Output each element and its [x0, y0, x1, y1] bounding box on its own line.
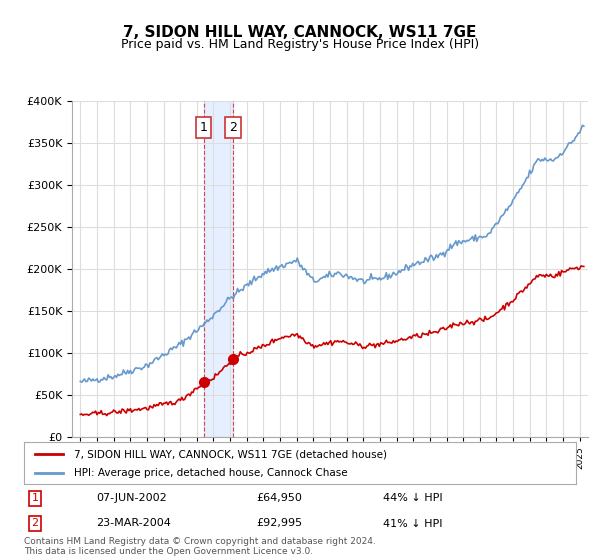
Text: £64,950: £64,950: [256, 493, 302, 503]
Text: 07-JUN-2002: 07-JUN-2002: [96, 493, 167, 503]
Text: 41% ↓ HPI: 41% ↓ HPI: [383, 519, 442, 529]
Text: 2: 2: [229, 121, 237, 134]
Text: This data is licensed under the Open Government Licence v3.0.: This data is licensed under the Open Gov…: [24, 547, 313, 556]
Text: Price paid vs. HM Land Registry's House Price Index (HPI): Price paid vs. HM Land Registry's House …: [121, 38, 479, 51]
Text: HPI: Average price, detached house, Cannock Chase: HPI: Average price, detached house, Cann…: [74, 468, 347, 478]
Text: 1: 1: [32, 493, 38, 503]
Text: £92,995: £92,995: [256, 519, 302, 529]
Text: 7, SIDON HILL WAY, CANNOCK, WS11 7GE: 7, SIDON HILL WAY, CANNOCK, WS11 7GE: [124, 25, 476, 40]
Text: Contains HM Land Registry data © Crown copyright and database right 2024.: Contains HM Land Registry data © Crown c…: [24, 537, 376, 546]
Text: 44% ↓ HPI: 44% ↓ HPI: [383, 493, 442, 503]
Bar: [204, 101, 233, 437]
Text: 1: 1: [200, 121, 208, 134]
Text: 2: 2: [31, 519, 38, 529]
Text: 7, SIDON HILL WAY, CANNOCK, WS11 7GE (detached house): 7, SIDON HILL WAY, CANNOCK, WS11 7GE (de…: [74, 449, 386, 459]
Text: 23-MAR-2004: 23-MAR-2004: [96, 519, 170, 529]
